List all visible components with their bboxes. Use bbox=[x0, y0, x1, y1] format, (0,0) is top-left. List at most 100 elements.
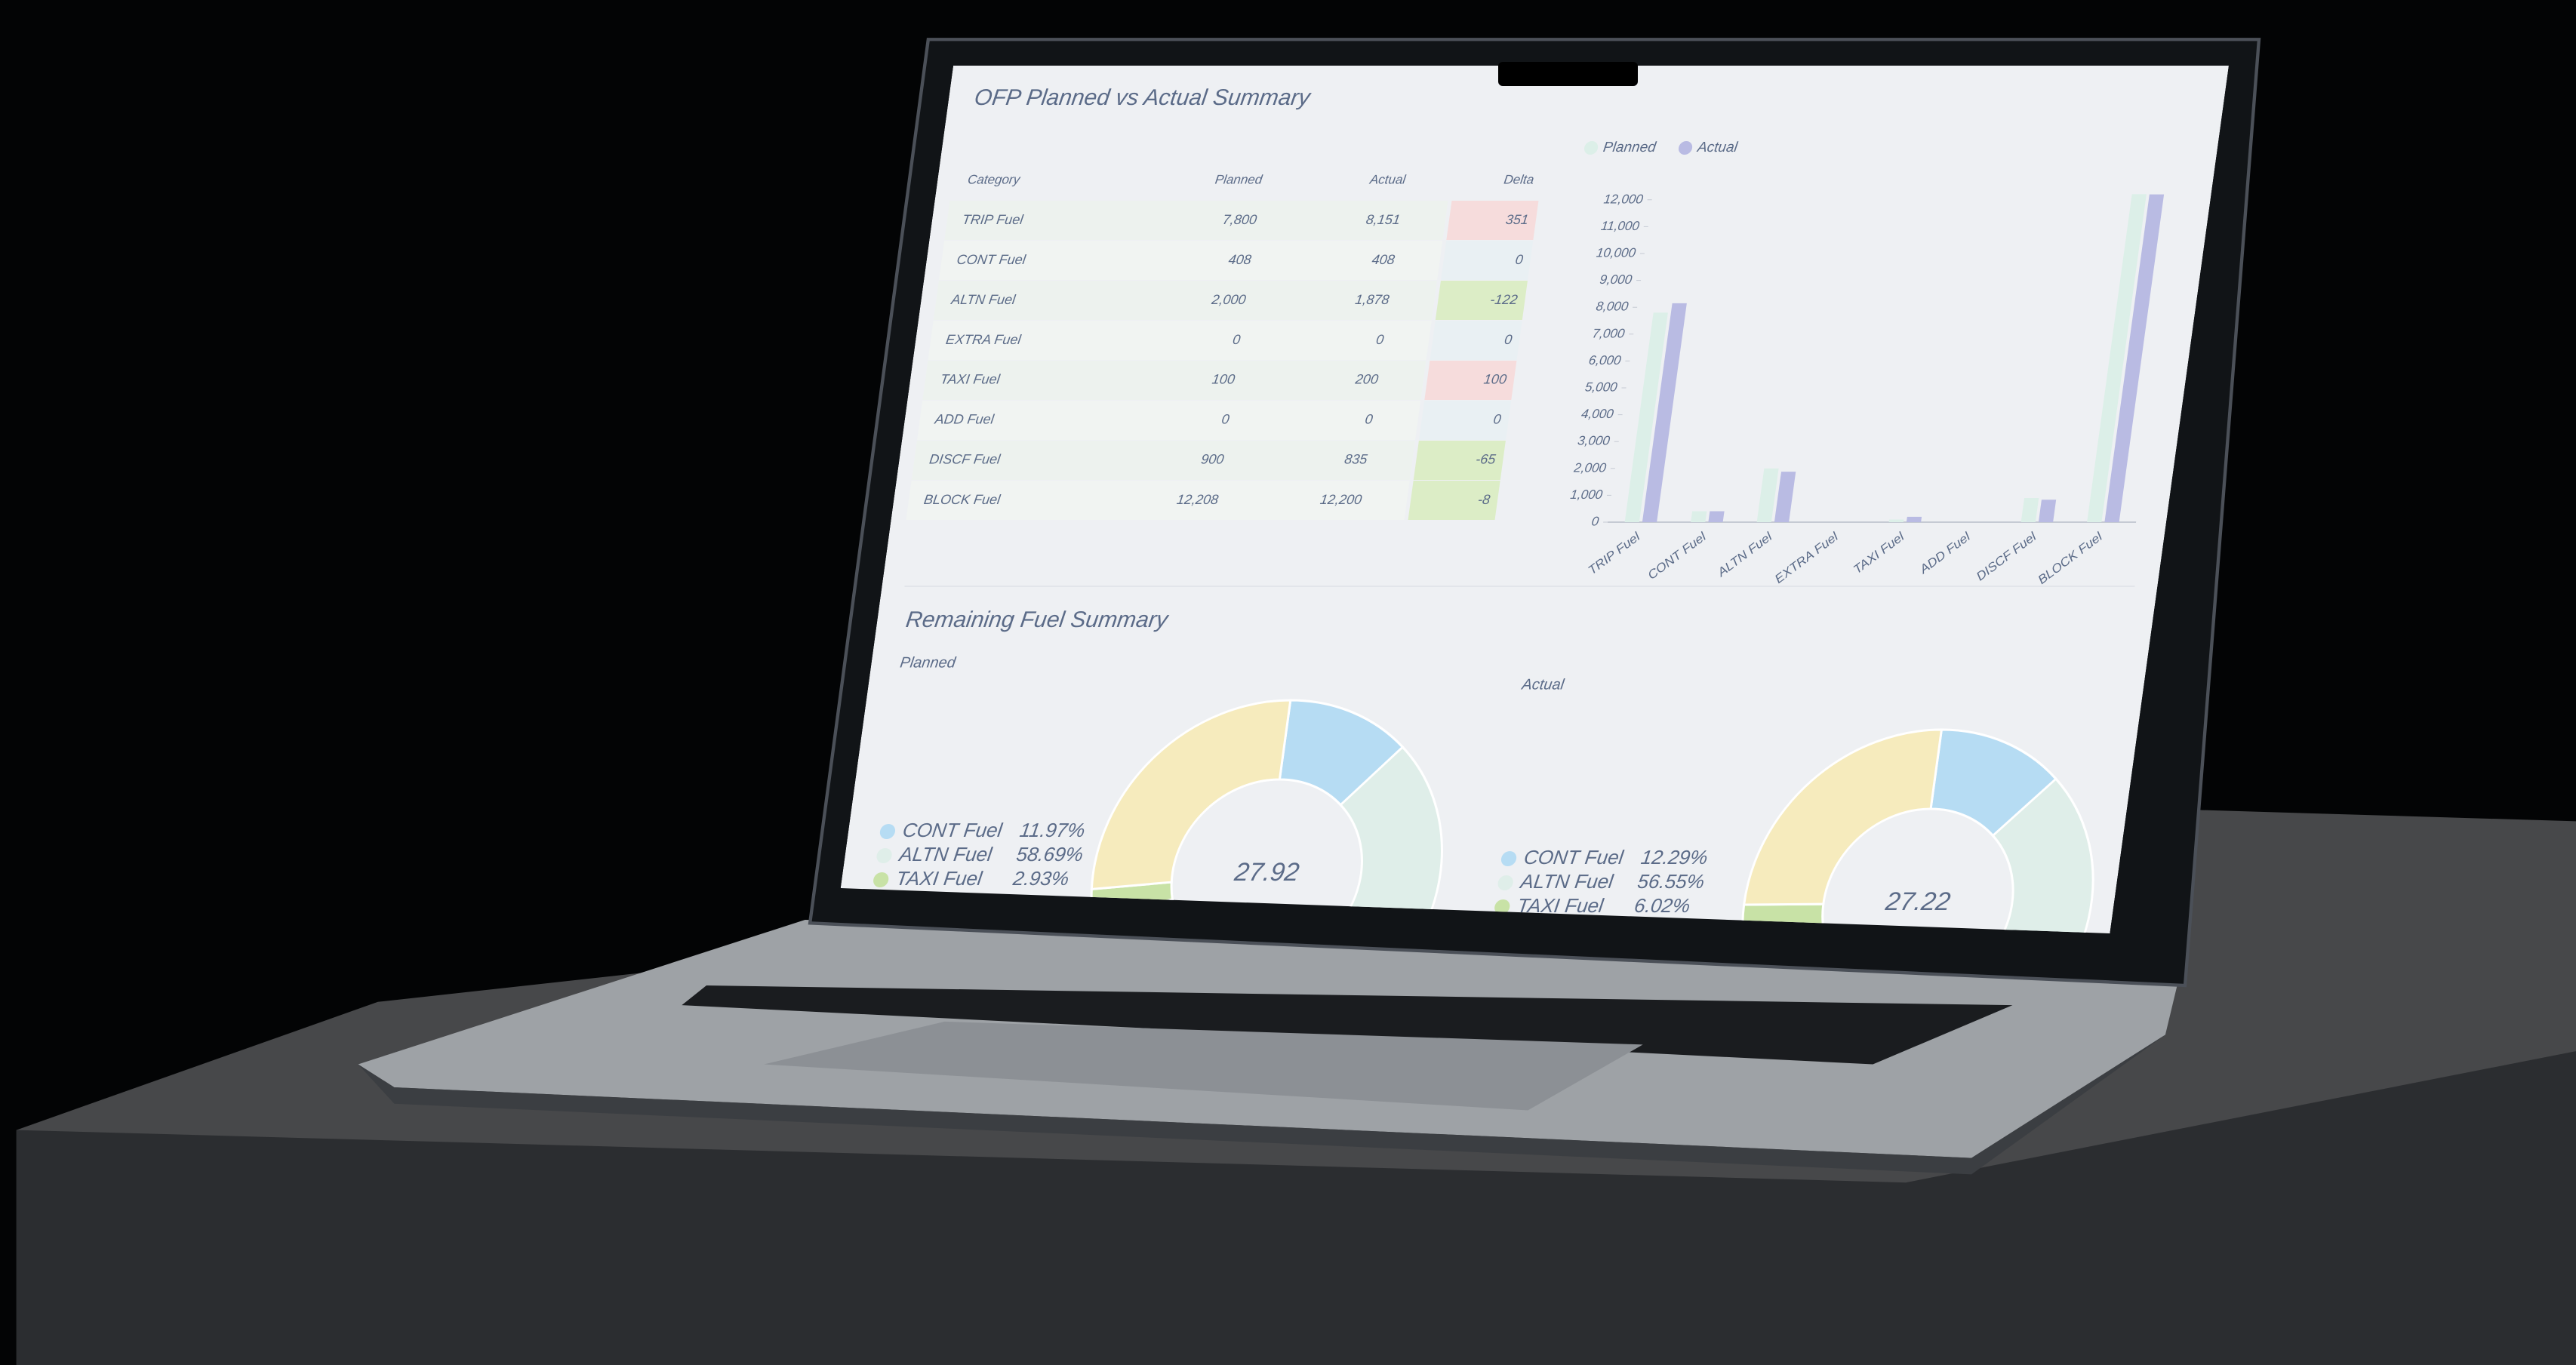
pie-remainder bbox=[1090, 699, 1292, 890]
legend-swatch bbox=[1494, 899, 1510, 915]
table-header: Category bbox=[967, 173, 1022, 187]
table-cell: 2,000 bbox=[1210, 292, 1247, 307]
table-cell: 200 bbox=[1354, 372, 1380, 387]
table-cell: 0 bbox=[1364, 412, 1374, 427]
pie-slice bbox=[1747, 777, 2094, 933]
legend-label: CONT Fuel bbox=[901, 819, 1005, 841]
table-cell: 835 bbox=[1343, 452, 1369, 467]
y-tick-label: 5,000 bbox=[1584, 380, 1619, 395]
legend-value: 11.97% bbox=[1018, 819, 1086, 841]
legend-swatch bbox=[876, 848, 892, 863]
bar bbox=[1756, 468, 1779, 522]
page-title: OFP Planned vs Actual Summary bbox=[973, 85, 1313, 110]
y-tick-label: 11,000 bbox=[1600, 219, 1641, 233]
y-tick-label: 6,000 bbox=[1588, 353, 1623, 367]
table-cell: 0 bbox=[1220, 412, 1230, 427]
delta-cell bbox=[1430, 321, 1522, 360]
table-cell: 12,208 bbox=[1176, 492, 1220, 507]
table-cell: 12,200 bbox=[1319, 492, 1363, 507]
legend-value: 58.69% bbox=[1015, 843, 1085, 865]
center-label: 27.22 bbox=[1883, 887, 1952, 916]
table-cell: 8,151 bbox=[1365, 212, 1402, 227]
table-cell: -122 bbox=[1489, 292, 1519, 307]
pie-remainder bbox=[1742, 728, 1944, 906]
bar bbox=[1774, 472, 1796, 522]
y-tick-label: 12,000 bbox=[1603, 192, 1645, 206]
legend-label: ALTN Fuel bbox=[1518, 870, 1616, 893]
delta-cell bbox=[1441, 241, 1534, 280]
legend-swatch bbox=[873, 872, 889, 887]
bar bbox=[1708, 511, 1725, 523]
table-row bbox=[922, 361, 1426, 400]
delta-cell bbox=[1435, 281, 1528, 320]
table-cell: 0 bbox=[1503, 332, 1513, 347]
table-header: Actual bbox=[1368, 173, 1408, 187]
table-cell: EXTRA Fuel bbox=[945, 332, 1023, 347]
bar bbox=[1888, 519, 1904, 523]
table-row bbox=[939, 241, 1443, 280]
table-cell: 408 bbox=[1227, 252, 1252, 267]
bar bbox=[1624, 312, 1668, 522]
legend-label: CONT Fuel bbox=[1522, 846, 1626, 868]
delta-cell bbox=[1408, 481, 1500, 520]
delta-cell bbox=[1419, 401, 1512, 440]
y-tick-label: 9,000 bbox=[1599, 272, 1633, 287]
legend-value: 56.55% bbox=[1636, 870, 1706, 893]
table-cell: 0 bbox=[1492, 412, 1502, 427]
center-label: 27.92 bbox=[1232, 858, 1300, 887]
table-row bbox=[911, 441, 1415, 480]
table-row bbox=[928, 321, 1432, 360]
legend-label: ALTN Fuel bbox=[897, 843, 995, 865]
chart-title: Actual bbox=[1520, 676, 1565, 693]
legend-swatch bbox=[1678, 141, 1693, 155]
section-title: Remaining Fuel Summary bbox=[904, 607, 1171, 632]
chart-title: Planned bbox=[899, 654, 957, 671]
y-tick-label: 2,000 bbox=[1572, 460, 1608, 475]
legend-swatch bbox=[879, 824, 896, 839]
table-row bbox=[906, 481, 1410, 520]
table-cell: 351 bbox=[1505, 212, 1530, 227]
table-cell: 408 bbox=[1371, 252, 1396, 267]
table-header: Planned bbox=[1214, 173, 1263, 187]
legend-swatch bbox=[1500, 851, 1517, 866]
legend-value: 2.93% bbox=[1011, 867, 1070, 890]
y-tick-label: 1,000 bbox=[1569, 487, 1604, 502]
table-cell: CONT Fuel bbox=[956, 252, 1027, 267]
table-cell: ALTN Fuel bbox=[949, 292, 1017, 307]
table-cell: ADD Fuel bbox=[933, 412, 996, 427]
bar bbox=[2104, 194, 2165, 522]
delta-cell bbox=[1413, 441, 1506, 480]
y-tick-label: 0 bbox=[1590, 515, 1600, 529]
legend-swatch bbox=[1497, 875, 1513, 890]
y-tick-label: 7,000 bbox=[1592, 326, 1627, 340]
legend-label: TAXI Fuel bbox=[894, 867, 984, 890]
legend-label: Planned bbox=[1602, 140, 1658, 155]
screen: OFP Planned vs Actual Summary Remaining … bbox=[834, 66, 2229, 933]
table-cell: 0 bbox=[1375, 332, 1385, 347]
delta-cell bbox=[1446, 201, 1539, 240]
table-row bbox=[933, 281, 1437, 320]
trackpad bbox=[764, 1021, 1643, 1111]
table-cell: 0 bbox=[1232, 332, 1242, 347]
y-tick-label: 3,000 bbox=[1577, 434, 1611, 448]
table-cell: 0 bbox=[1514, 252, 1524, 267]
bar bbox=[2038, 500, 2057, 522]
bar bbox=[1691, 511, 1707, 523]
delta-cell bbox=[1424, 361, 1517, 400]
bar bbox=[1642, 303, 1687, 522]
legend-label: Actual bbox=[1696, 140, 1739, 155]
table-cell: -65 bbox=[1475, 452, 1497, 467]
bar bbox=[2087, 194, 2147, 522]
table-cell: -8 bbox=[1477, 492, 1491, 507]
laptop-base-edge bbox=[358, 1035, 2165, 1175]
y-tick-label: 10,000 bbox=[1596, 246, 1637, 260]
table-row bbox=[944, 201, 1448, 240]
legend-value: 6.02% bbox=[1633, 894, 1691, 917]
table-cell: DISCF Fuel bbox=[928, 452, 1002, 467]
table-cell: 1,878 bbox=[1354, 292, 1390, 307]
table-cell: BLOCK Fuel bbox=[923, 492, 1002, 507]
table-cell: TRIP Fuel bbox=[962, 212, 1025, 227]
camera-notch bbox=[1498, 62, 1638, 86]
table-cell: 100 bbox=[1483, 372, 1508, 387]
